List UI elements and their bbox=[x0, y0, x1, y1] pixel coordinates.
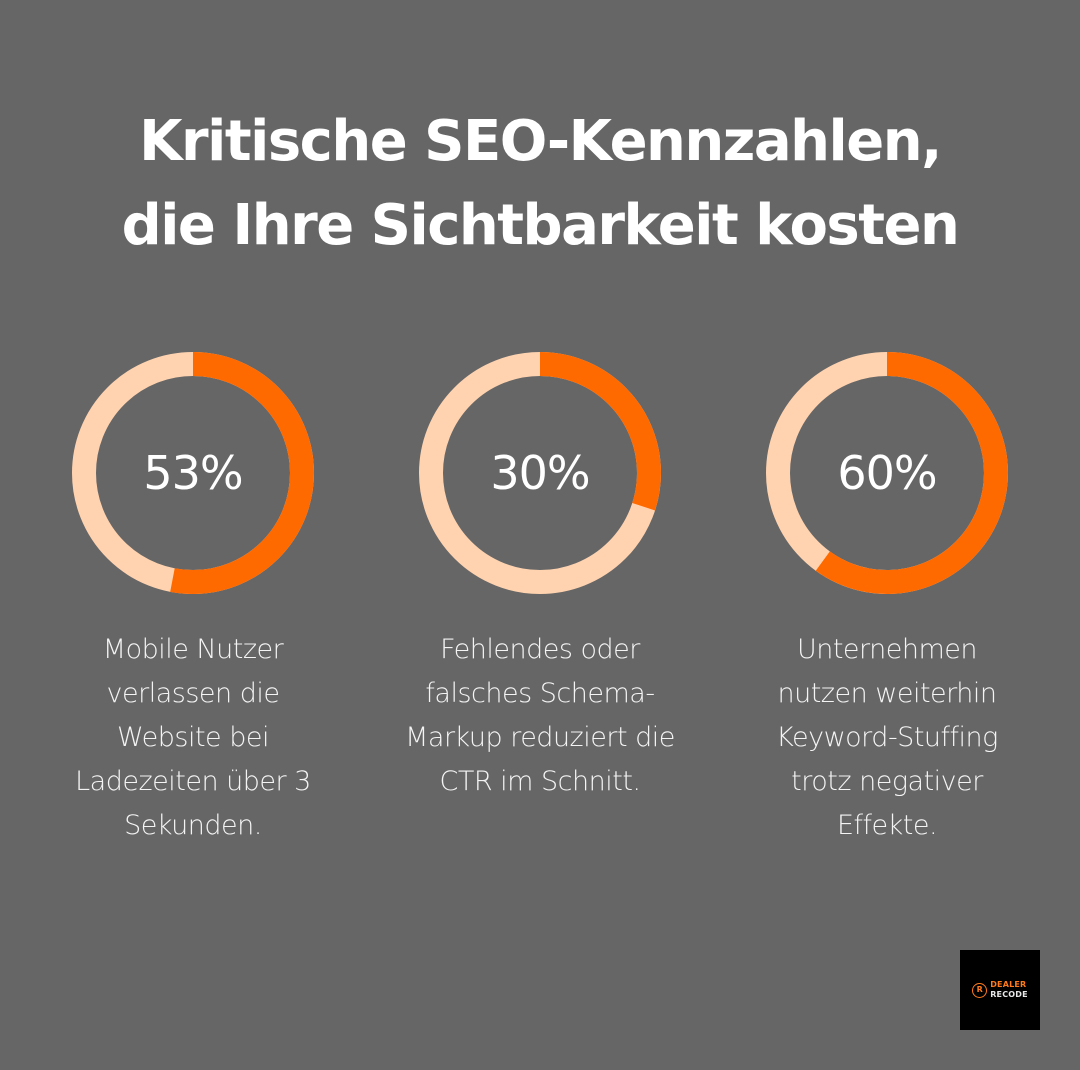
stat-percentage: 53% bbox=[143, 446, 243, 500]
donut-chart bbox=[419, 352, 661, 594]
logo-wordmark: DEALER RECODE bbox=[990, 980, 1028, 999]
title-line-2: die Ihre Sichtbarkeit kosten bbox=[121, 193, 960, 258]
brand-logo: R DEALER RECODE bbox=[960, 950, 1040, 1030]
stat-description: Mobile Nutzer verlassen die Website bei … bbox=[75, 634, 311, 841]
title-line-1: Kritische SEO-Kennzahlen, bbox=[139, 109, 942, 174]
stat-description: Unternehmen nutzen weiterhin Keyword-Stu… bbox=[776, 634, 998, 841]
logo-r-icon: R bbox=[972, 982, 988, 998]
donut-chart bbox=[72, 352, 314, 594]
stat-description: Fehlendes oder falsches Schema- Markup r… bbox=[405, 634, 675, 797]
donut-chart bbox=[766, 352, 1008, 594]
stat-percentage: 30% bbox=[490, 446, 590, 500]
stat-percentage: 60% bbox=[837, 446, 937, 500]
page-title: Kritische SEO-Kennzahlen, die Ihre Sicht… bbox=[0, 100, 1080, 268]
